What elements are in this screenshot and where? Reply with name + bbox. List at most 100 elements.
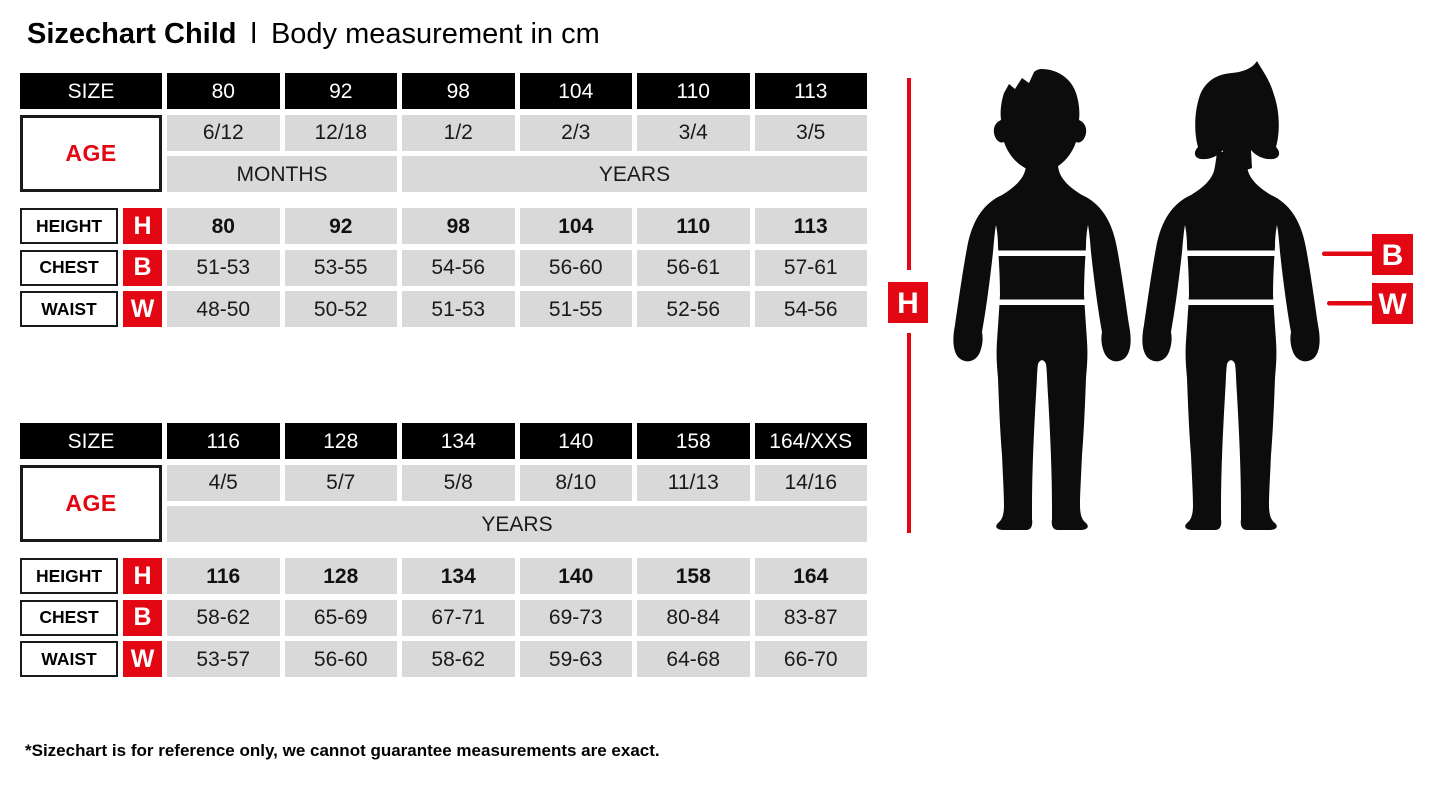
boy-waist-line <box>999 299 1085 305</box>
size-value: 104 <box>519 73 632 109</box>
waist-value: 64-68 <box>637 641 750 677</box>
age-unit-months: MONTHS <box>167 156 397 192</box>
age-unit-years: YEARS <box>167 506 867 542</box>
size-value: 158 <box>637 423 750 459</box>
waist-value: 50-52 <box>284 291 397 327</box>
waist-value: 59-63 <box>519 641 632 677</box>
waist-row-header: WAIST W <box>20 641 162 677</box>
page-title: Sizechart Child l Body measurement in cm <box>27 18 600 51</box>
height-line-bottom <box>907 333 911 533</box>
age-value: 5/8 <box>402 464 515 501</box>
age-value: 8/10 <box>519 464 632 501</box>
waist-value: 52-56 <box>637 291 750 327</box>
height-h-badge: H <box>123 558 162 594</box>
disclaimer-note: *Sizechart is for reference only, we can… <box>25 741 660 760</box>
h-badge-letter: H <box>897 287 919 320</box>
boy-silhouette-icon <box>953 69 1131 530</box>
chest-value: 67-71 <box>402 599 515 636</box>
size-value: 80 <box>167 73 280 109</box>
waist-value: 58-62 <box>402 641 515 677</box>
age-value: 6/12 <box>167 114 280 151</box>
age-value: 3/5 <box>754 114 867 151</box>
size-value: 128 <box>284 423 397 459</box>
age-unit-years: YEARS <box>402 156 867 192</box>
size-header-label: SIZE <box>20 73 162 109</box>
age-value: 3/4 <box>637 114 750 151</box>
title-separator: l <box>250 18 257 50</box>
chest-value: 51-53 <box>167 249 280 286</box>
size-value: 164/XXS <box>754 423 867 459</box>
size-value: 92 <box>284 73 397 109</box>
page-title-main: Sizechart Child <box>27 18 237 50</box>
girl-chest-line <box>1185 250 1277 256</box>
waist-value: 54-56 <box>754 291 867 327</box>
height-value: 140 <box>519 558 632 594</box>
waist-label: WAIST <box>20 291 118 327</box>
girl-waist-line <box>1188 299 1274 305</box>
chest-row-header: CHEST B <box>20 599 162 636</box>
age-value: 4/5 <box>167 464 280 501</box>
height-value: 110 <box>637 208 750 244</box>
chest-value: 80-84 <box>637 599 750 636</box>
chest-value: 53-55 <box>284 249 397 286</box>
height-label: HEIGHT <box>20 558 118 594</box>
size-value: 110 <box>637 73 750 109</box>
height-value: 158 <box>637 558 750 594</box>
height-value: 134 <box>402 558 515 594</box>
size-value: 140 <box>519 423 632 459</box>
height-row-header: HEIGHT H <box>20 558 162 594</box>
b-badge-letter: B <box>1382 239 1404 272</box>
height-value: 128 <box>284 558 397 594</box>
page-title-subtitle: Body measurement in cm <box>270 18 600 50</box>
h-badge-box <box>888 282 928 323</box>
age-value: 12/18 <box>284 114 397 151</box>
boy-chest-line <box>996 250 1088 256</box>
chest-b-badge: B <box>123 249 162 286</box>
age-header-label: AGE <box>20 114 162 192</box>
size-value: 116 <box>167 423 280 459</box>
chest-label: CHEST <box>20 249 118 286</box>
waist-value: 66-70 <box>754 641 867 677</box>
chest-b-badge: B <box>123 599 162 636</box>
chest-value: 65-69 <box>284 599 397 636</box>
w-badge-box <box>1372 283 1413 324</box>
figure-height-badge: H <box>888 282 928 323</box>
figure-waist-badge: W <box>1327 283 1413 324</box>
w-badge-letter: W <box>1378 288 1407 321</box>
chest-value: 57-61 <box>754 249 867 286</box>
girl-silhouette-icon <box>1142 61 1320 530</box>
chest-value: 58-62 <box>167 599 280 636</box>
chest-value: 83-87 <box>754 599 867 636</box>
chest-pointer-line <box>1322 251 1374 256</box>
sizechart-table-2: SIZE 116 128 134 140 158 164/XXS AGE 4/5… <box>20 423 867 677</box>
boy-body <box>953 152 1131 530</box>
size-value: 134 <box>402 423 515 459</box>
waist-value: 51-55 <box>519 291 632 327</box>
figure-chest-badge: B <box>1322 234 1413 275</box>
age-value: 5/7 <box>284 464 397 501</box>
chest-value: 56-60 <box>519 249 632 286</box>
waist-pointer-line <box>1327 301 1374 306</box>
chest-value: 54-56 <box>402 249 515 286</box>
height-value: 116 <box>167 558 280 594</box>
size-value: 98 <box>402 73 515 109</box>
size-header-label: SIZE <box>20 423 162 459</box>
age-value: 14/16 <box>754 464 867 501</box>
age-header-label: AGE <box>20 464 162 542</box>
height-value: 98 <box>402 208 515 244</box>
waist-value: 48-50 <box>167 291 280 327</box>
waist-value: 51-53 <box>402 291 515 327</box>
waist-row-header: WAIST W <box>20 291 162 327</box>
b-badge-box <box>1372 234 1413 275</box>
measurement-figure: H B W <box>888 61 1413 533</box>
waist-w-badge: W <box>123 291 162 327</box>
table-gap <box>20 198 867 203</box>
waist-w-badge: W <box>123 641 162 677</box>
height-value: 92 <box>284 208 397 244</box>
girl-body <box>1142 152 1320 530</box>
sizechart-table-1: SIZE 80 92 98 104 110 113 AGE 6/12 12/18… <box>20 73 867 327</box>
height-value: 80 <box>167 208 280 244</box>
chest-value: 69-73 <box>519 599 632 636</box>
height-label: HEIGHT <box>20 208 118 244</box>
